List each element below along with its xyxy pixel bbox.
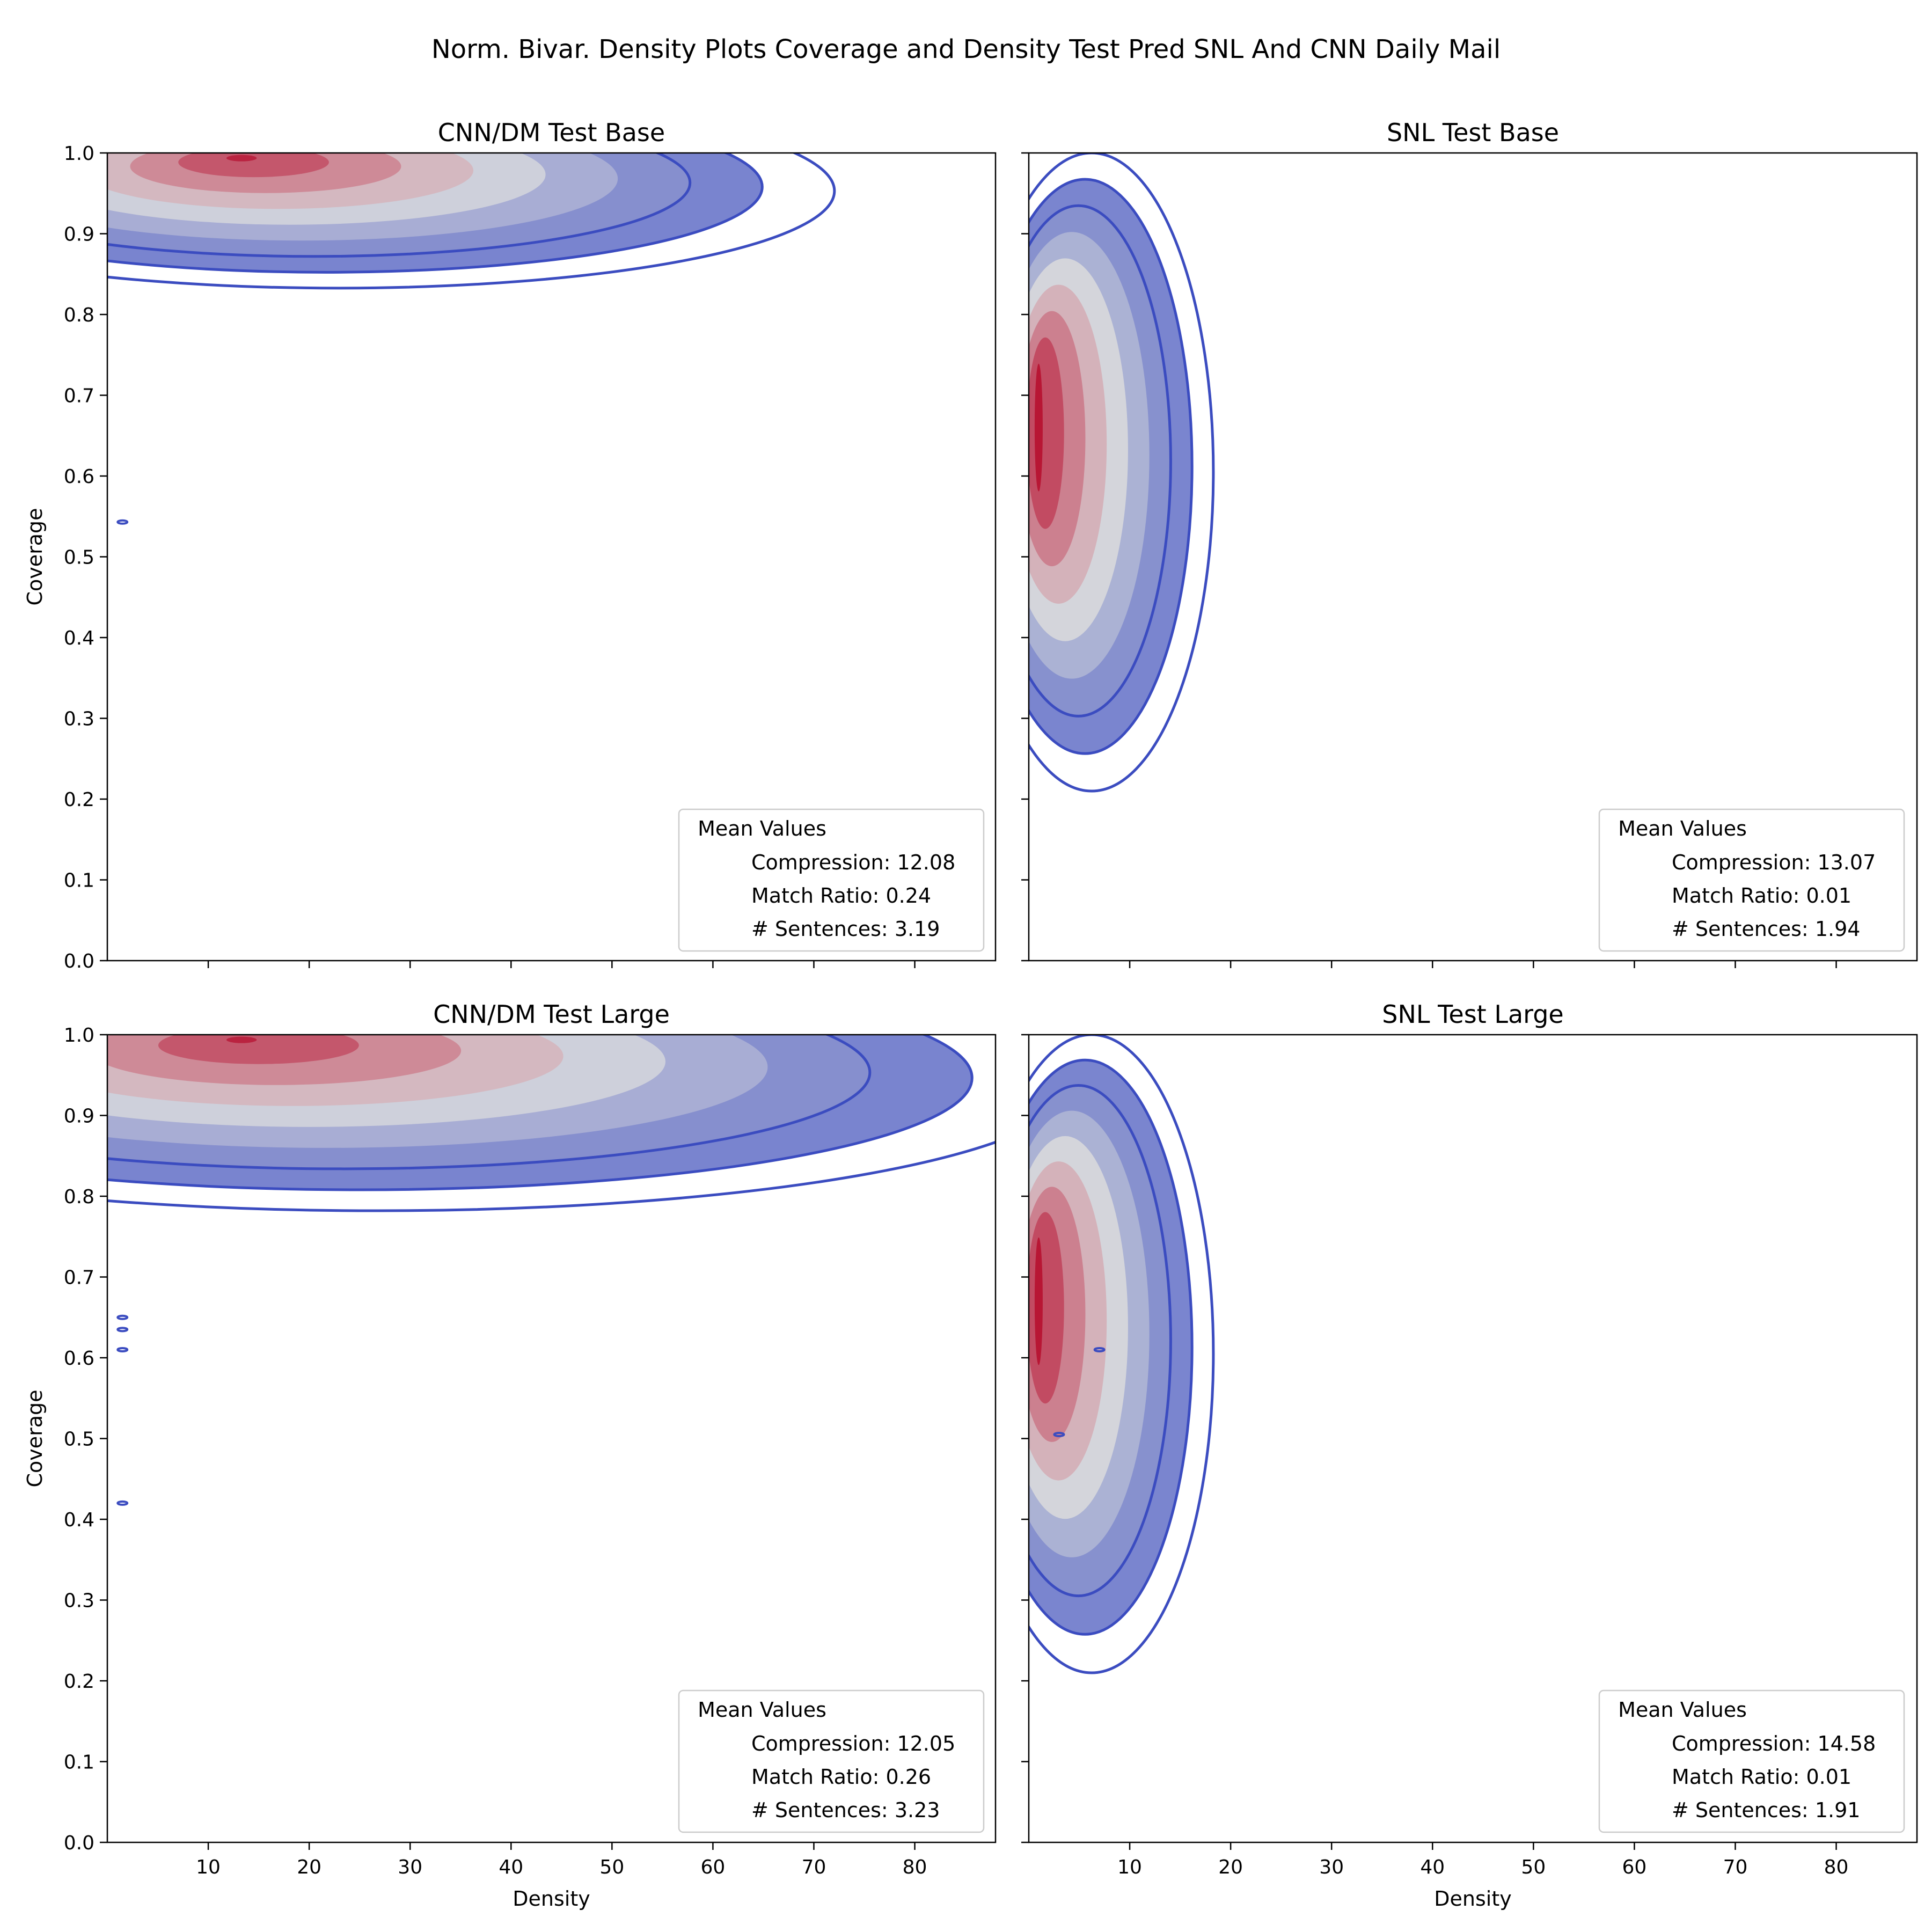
legend-frame [678,1689,985,1833]
x-tick-label: 60 [1622,1856,1647,1878]
y-tick-label: 0.9 [64,224,94,246]
legend: Mean Values Compression: 13.07 Match Ratio… [1598,808,1905,952]
x-tick-label: 40 [499,1856,523,1878]
density-level [1029,337,1064,529]
density-level [107,153,836,290]
x-tick-label: 10 [1117,1856,1142,1878]
legend-entry: # Sentences: 3.19 [751,917,940,941]
density-contours [107,1035,996,1506]
density-contours [1029,153,1215,793]
density-outlier [1093,1346,1106,1352]
y-tick-label: 0.2 [64,1671,94,1693]
density-contours [1029,1035,1215,1674]
density-outlier [116,1314,129,1320]
y-tick-label: 0.2 [64,789,94,811]
x-tick-label: 30 [1319,1856,1344,1878]
density-outlier [1053,1431,1065,1437]
y-tick-label: 0.1 [64,870,94,892]
density-contours [107,153,836,525]
legend-entry: Compression: 13.07 [1672,851,1876,874]
legend-entry: # Sentences: 1.94 [1672,917,1860,941]
y-axis-label: Coverage [23,1389,47,1487]
legend-entry: Match Ratio: 0.26 [751,1765,931,1789]
figure-title: Norm. Bivar. Density Plots Coverage and … [431,34,1501,64]
legend-title: Mean Values [698,1698,826,1722]
x-tick-label: 10 [196,1856,221,1878]
y-tick-label: 0.4 [64,627,94,649]
legend-entry: Match Ratio: 0.01 [1672,884,1851,908]
y-axis-label: Coverage [23,508,47,605]
x-tick-label: 70 [1723,1856,1748,1878]
legend-title: Mean Values [698,817,826,840]
density-level [178,153,329,178]
legend-entry: Compression: 14.58 [1672,1732,1876,1755]
legend-entry: # Sentences: 1.91 [1672,1798,1860,1822]
y-tick-label: 0.4 [64,1509,94,1531]
y-tick-label: 0.6 [64,466,94,488]
density-level [158,1035,359,1064]
y-tick-label: 0.7 [64,1267,94,1289]
y-tick-label: 0.0 [64,950,94,972]
y-tick-label: 0.8 [64,304,94,326]
legend-frame [1598,1689,1905,1833]
x-tick-label: 20 [1218,1856,1243,1878]
x-tick-label: 40 [1420,1856,1445,1878]
x-tick-label: 20 [297,1856,321,1878]
legend-entry: Compression: 12.05 [751,1732,955,1755]
density-outlier [116,1500,129,1506]
y-tick-label: 0.6 [64,1348,94,1370]
density-level [226,155,257,162]
density-level [1034,363,1043,492]
legend-entry: Match Ratio: 0.24 [751,884,931,908]
x-tick-label: 30 [398,1856,422,1878]
density-outlier [116,519,129,525]
density-level [1029,1212,1064,1404]
subplot-title: CNN/DM Test Large [433,1000,670,1029]
y-tick-label: 1.0 [64,1024,94,1046]
subplot-2: SNL Test Base Mean Values Compression: 13.… [1021,118,1918,968]
legend-entry: Match Ratio: 0.01 [1672,1765,1851,1789]
legend-entry: Compression: 12.08 [751,851,955,874]
y-tick-label: 0.3 [64,708,94,730]
x-tick-label: 50 [1521,1856,1546,1878]
density-outlier [116,1346,129,1352]
x-tick-label: 70 [802,1856,826,1878]
y-tick-label: 0.7 [64,385,94,407]
legend: Mean Values Compression: 12.08 Match Ratio… [678,808,985,952]
y-tick-label: 0.5 [64,1429,94,1451]
y-tick-label: 0.9 [64,1106,94,1128]
x-tick-label: 80 [1824,1856,1849,1878]
x-tick-label: 60 [701,1856,726,1878]
legend-frame [1598,808,1905,952]
x-axis-label: Density [513,1887,590,1911]
x-tick-label: 50 [599,1856,624,1878]
y-tick-label: 0.0 [64,1832,94,1854]
subplot-1: 0.0 0.1 0.2 0.3 0.4 0.5 0.6 0.7 0.8 0.9 1.0 CNN/DM … [23,118,997,972]
y-tick-label: 0.5 [64,547,94,569]
subplot-title: SNL Test Large [1382,1000,1564,1029]
legend-title: Mean Values [1618,1698,1747,1722]
density-level [107,1140,996,1212]
y-tick-label: 1.0 [64,143,94,165]
density-level [1029,153,1215,793]
legend-entry: # Sentences: 3.23 [751,1798,940,1822]
legend: Mean Values Compression: 12.05 Match Ratio… [678,1689,985,1833]
subplot-title: CNN/DM Test Base [438,118,665,147]
density-level [226,1036,257,1043]
y-tick-label: 0.3 [64,1590,94,1612]
density-outlier [116,1327,129,1333]
density-level [1034,1237,1043,1365]
subplot-3: 0.0 0.1 0.2 0.3 0.4 0.5 0.6 0.7 0.8 0.9 1.0 10 20 30 4… [23,1000,997,1911]
legend-title: Mean Values [1618,817,1747,840]
legend: Mean Values Compression: 14.58 Match Ratio… [1598,1689,1905,1833]
y-tick-label: 0.8 [64,1186,94,1208]
subplot-4: 10 20 30 40 50 60 70 80 SNL Test Large Density Mea… [1021,1000,1918,1911]
x-tick-label: 80 [903,1856,927,1878]
subplot-title: SNL Test Base [1387,118,1559,147]
legend-frame [678,808,985,952]
y-tick-label: 0.1 [64,1752,94,1774]
x-axis-label: Density [1434,1887,1511,1911]
